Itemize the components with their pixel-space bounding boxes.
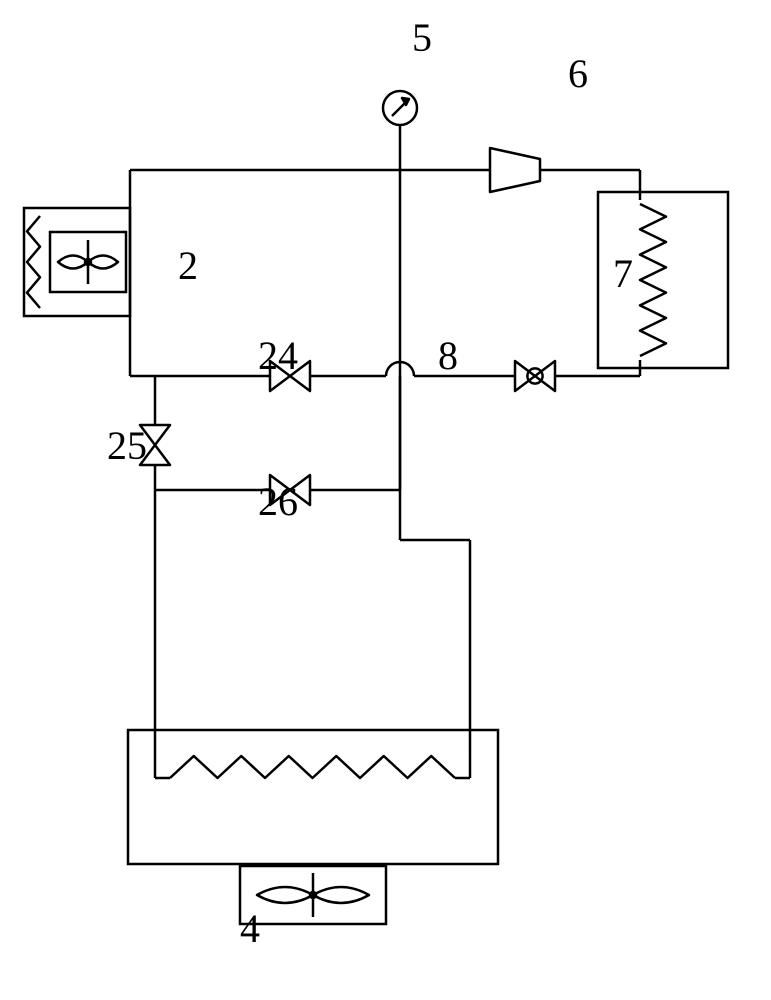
label-l6: 6: [568, 50, 588, 97]
diagram-canvas: 5 6 2 7 24 8 25 26 4: [0, 0, 771, 1000]
label-l5: 5: [412, 14, 432, 61]
label-l26: 26: [258, 478, 298, 525]
label-l7: 7: [613, 250, 633, 297]
label-l25: 25: [107, 422, 147, 469]
schematic-svg: [0, 0, 771, 1000]
label-l4: 4: [240, 905, 260, 952]
label-l8: 8: [438, 332, 458, 379]
label-l24: 24: [258, 332, 298, 379]
label-l2: 2: [178, 242, 198, 289]
